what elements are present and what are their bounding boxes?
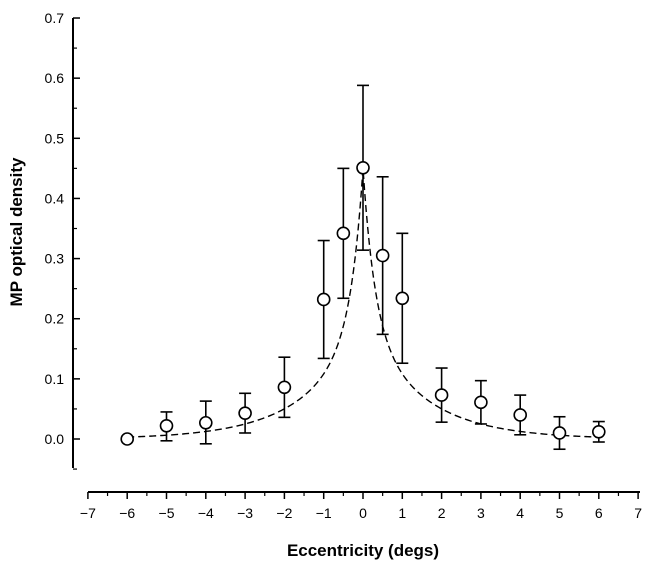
x-tick-label: 5: [556, 505, 564, 521]
data-point: [552, 426, 567, 440]
x-tick-label: −3: [237, 505, 253, 521]
data-point: [199, 415, 213, 430]
x-tick-label: −5: [159, 505, 175, 521]
y-tick-label: 0.3: [45, 251, 65, 267]
data-point: [474, 395, 488, 410]
x-tick-label: −6: [119, 505, 135, 521]
data-point: [356, 160, 370, 175]
data-point: [238, 406, 252, 420]
x-tick-label: 0: [359, 505, 367, 521]
data-point: [277, 380, 292, 395]
x-tick-label: 2: [438, 505, 446, 521]
data-point: [434, 388, 449, 402]
y-tick-label: 0.2: [45, 311, 65, 327]
y-tick-label: 0.0: [45, 431, 65, 447]
y-tick-label: 0.4: [45, 190, 65, 206]
y-axis-title: MP optical density: [7, 157, 26, 306]
y-tick-label: 0.5: [45, 130, 65, 146]
y-tick-label: 0.1: [45, 371, 65, 387]
data-point: [375, 248, 390, 263]
data-points-layer: [120, 160, 606, 446]
x-tick-label: −2: [276, 505, 292, 521]
x-tick-label: 6: [595, 505, 603, 521]
data-point: [591, 424, 606, 439]
x-tick-label: 1: [398, 505, 406, 521]
x-tick-label: −4: [198, 505, 214, 521]
x-tick-label: 3: [477, 505, 485, 521]
data-point: [336, 226, 351, 241]
axes: [72, 18, 640, 493]
data-point: [395, 291, 410, 306]
x-tick-label: −1: [316, 505, 332, 521]
data-point: [159, 418, 174, 433]
data-point: [120, 432, 134, 446]
error-bars-layer: [160, 84, 605, 451]
data-point: [316, 292, 331, 307]
y-tick-label: 0.6: [45, 70, 65, 86]
ticks: 0.0 0.1 0.2 0.3 0.4 0.5 0.6 0.7 −7 −6 −5 −4 −3 −2 −1 0 1…: [45, 10, 643, 521]
x-tick-label: 7: [634, 505, 642, 521]
y-tick-label: 0.7: [45, 10, 65, 26]
x-tick-label: −7: [80, 505, 96, 521]
x-axis-title: Eccentricity (degs): [287, 541, 439, 560]
data-point: [513, 408, 528, 422]
x-tick-label: 4: [516, 505, 524, 521]
